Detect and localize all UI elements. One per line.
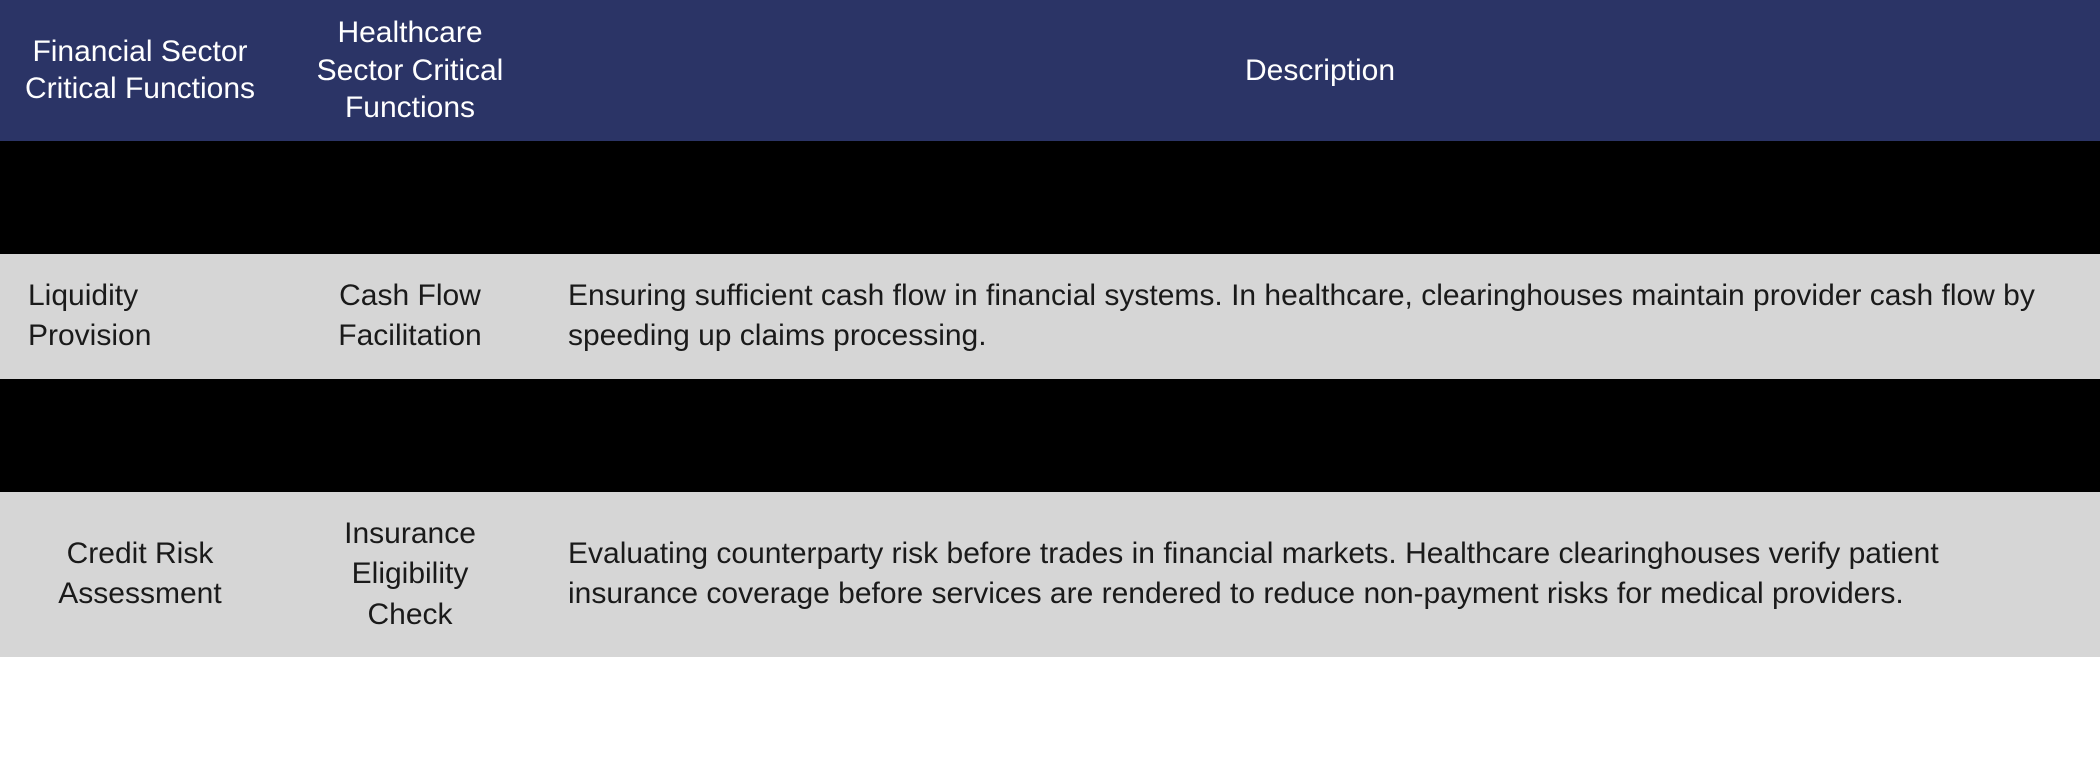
cell-description: Evaluating counterparty risk before trad… bbox=[540, 492, 2100, 658]
header-healthcare: Healthcare Sector Critical Functions bbox=[280, 0, 540, 141]
header-financial: Financial Sector Critical Functions bbox=[0, 0, 280, 141]
cell-description: Ensuring sufficient cash flow in financi… bbox=[540, 254, 2100, 379]
header-description: Description bbox=[540, 0, 2100, 141]
table-row: Credit Risk Assessment Insurance Eligibi… bbox=[0, 492, 2100, 658]
cell-financial: Credit Risk Assessment bbox=[0, 492, 280, 658]
table-header-row: Financial Sector Critical Functions Heal… bbox=[0, 0, 2100, 141]
table-row-black bbox=[0, 141, 2100, 254]
cell-healthcare: Cash Flow Facilitation bbox=[280, 254, 540, 379]
critical-functions-table: Financial Sector Critical Functions Heal… bbox=[0, 0, 2100, 657]
cell-financial: Liquidity Provision bbox=[0, 254, 280, 379]
table-row: Liquidity Provision Cash Flow Facilitati… bbox=[0, 254, 2100, 379]
cell-healthcare: Insurance Eligibility Check bbox=[280, 492, 540, 658]
table-row-black bbox=[0, 379, 2100, 492]
